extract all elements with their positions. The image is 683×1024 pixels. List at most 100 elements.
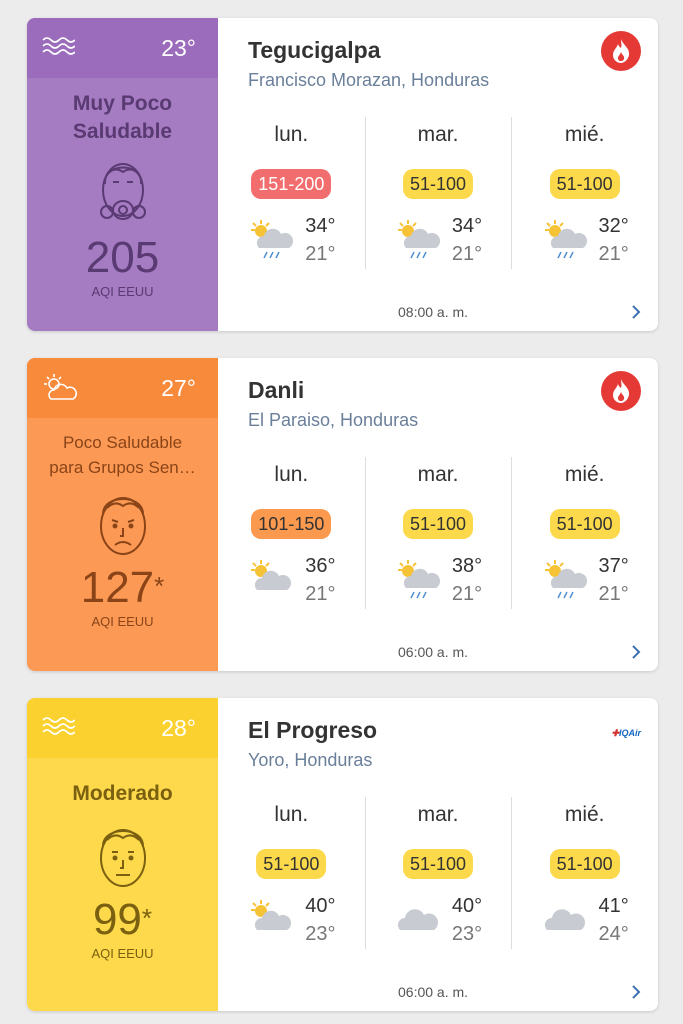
min-temperature: 24°	[598, 923, 629, 945]
forecast-days: lun. 151-200 34° 21° mar. 51-100 34° 21° m…	[218, 115, 658, 271]
sun-rain-icon	[544, 560, 587, 599]
max-temperature: 41°	[598, 895, 629, 917]
waves-icon	[42, 717, 75, 735]
chevron-right-icon[interactable]	[630, 303, 642, 321]
min-temperature: 21°	[451, 583, 483, 605]
day-name: mar.	[417, 463, 459, 486]
city-card-danli[interactable]: 27° Poco Saludable para Grupos Sen… 127* …	[27, 358, 658, 671]
aqi-value: 127*	[80, 563, 165, 612]
cloud-icon	[544, 909, 585, 930]
region-name: El Paraiso, Honduras	[248, 410, 419, 430]
forecast-day: mié. 51-100 41° 24°	[511, 795, 658, 951]
min-temperature: 21°	[305, 243, 336, 265]
forecast-days: lun. 101-150 36° 21° mar. 51-100 38° 21° m…	[218, 455, 658, 611]
sun-rain-icon	[251, 220, 294, 259]
sun-cloud-icon	[251, 560, 292, 590]
sun-rain-icon	[397, 560, 440, 599]
max-temperature: 38°	[451, 555, 483, 577]
forecast-panel: Tegucigalpa Francisco Morazan, Honduras …	[218, 18, 658, 331]
update-time: 06:00 a. m.	[398, 984, 469, 1000]
waves-icon	[42, 37, 75, 55]
neutral-face-icon	[99, 829, 146, 887]
forecast-day: mar. 51-100 40° 23°	[364, 795, 512, 951]
forecast-days: lun. 51-100 40° 23° mar. 51-100 40° 23° mi…	[218, 795, 658, 951]
max-temperature: 34°	[451, 215, 483, 237]
day-name: mar.	[417, 803, 459, 826]
aqi-label: AQI EEUU	[91, 284, 154, 299]
aqi-range-badge: 51-100	[402, 509, 474, 539]
day-name: lun.	[274, 463, 309, 486]
aqi-panel-header: 23°	[27, 18, 218, 78]
city-card-tegucigalpa[interactable]: 23° Muy Poco Saludable 205 AQI EEUU Tegu…	[27, 18, 658, 331]
current-temperature: 28°	[161, 714, 196, 741]
cloud-icon	[397, 909, 438, 930]
sun-cloud-outline-icon	[44, 374, 78, 400]
iqair-logo: ✚IQAir	[611, 728, 641, 738]
aqi-range-badge: 151-200	[251, 169, 332, 199]
day-name: mié.	[564, 803, 605, 826]
sun-rain-icon	[397, 220, 440, 259]
aqi-range-badge: 101-150	[251, 509, 332, 539]
forecast-day: lun. 51-100 40° 23°	[218, 795, 365, 951]
forecast-day: lun. 101-150 36° 21°	[218, 455, 365, 611]
forecast-day: lun. 151-200 34° 21°	[218, 115, 365, 271]
day-name: mié.	[564, 463, 605, 486]
city-name: Tegucigalpa	[248, 37, 381, 63]
forecast-day: mié. 51-100 37° 21°	[511, 455, 658, 611]
day-name: lun.	[274, 123, 309, 146]
min-temperature: 21°	[598, 243, 629, 265]
chevron-right-icon[interactable]	[630, 643, 642, 661]
aqi-panel: 23° Muy Poco Saludable 205 AQI EEUU	[27, 18, 218, 331]
forecast-panel: Danli El Paraiso, Honduras lun. 101-150 …	[218, 358, 658, 671]
min-temperature: 21°	[451, 243, 483, 265]
aqi-range-badge: 51-100	[549, 509, 620, 539]
day-name: mar.	[417, 123, 459, 146]
min-temperature: 21°	[305, 583, 336, 605]
day-name: mié.	[564, 123, 605, 146]
aqi-range-badge: 51-100	[549, 169, 620, 199]
aqi-status: Moderado	[72, 782, 173, 805]
fire-icon[interactable]	[601, 371, 641, 411]
sad-face-icon	[99, 497, 146, 555]
aqi-value: 205	[85, 233, 160, 282]
current-temperature: 27°	[161, 374, 196, 401]
aqi-panel-header: 27°	[27, 358, 218, 418]
aqi-status: Muy Poco Saludable	[72, 92, 173, 143]
max-temperature: 40°	[305, 895, 336, 917]
update-time: 08:00 a. m.	[398, 304, 469, 320]
min-temperature: 23°	[305, 923, 336, 945]
forecast-day: mar. 51-100 38° 21°	[364, 455, 512, 611]
aqi-label: AQI EEUU	[91, 614, 154, 629]
max-temperature: 37°	[598, 555, 629, 577]
update-time: 06:00 a. m.	[398, 644, 469, 660]
gas-mask-face-icon	[99, 163, 146, 220]
forecast-day: mié. 51-100 32° 21°	[511, 115, 658, 271]
forecast-day: mar. 51-100 34° 21°	[364, 115, 512, 271]
aqi-value: 99*	[92, 895, 153, 944]
current-temperature: 23°	[161, 34, 196, 61]
aqi-panel: 27° Poco Saludable para Grupos Sen… 127* …	[27, 358, 218, 671]
aqi-range-badge: 51-100	[256, 849, 327, 879]
region-name: Yoro, Honduras	[248, 750, 373, 770]
chevron-right-icon[interactable]	[630, 983, 642, 1001]
aqi-panel: 28° Moderado 99* AQI EEUU	[27, 698, 218, 1011]
day-name: lun.	[274, 803, 309, 826]
fire-icon[interactable]	[601, 31, 641, 71]
aqi-range-badge: 51-100	[549, 849, 620, 879]
max-temperature: 36°	[305, 555, 336, 577]
sun-cloud-icon	[251, 900, 292, 930]
aqi-panel-header: 28°	[27, 698, 218, 758]
aqi-range-badge: 51-100	[402, 169, 474, 199]
region-name: Francisco Morazan, Honduras	[248, 70, 490, 90]
min-temperature: 23°	[451, 923, 483, 945]
forecast-panel: El Progreso Yoro, Honduras ✚IQAir lun. 5…	[218, 698, 658, 1011]
max-temperature: 32°	[598, 215, 629, 237]
city-name: El Progreso	[248, 717, 378, 743]
min-temperature: 21°	[598, 583, 629, 605]
aqi-status: Poco Saludable para Grupos Sen…	[49, 433, 196, 477]
max-temperature: 34°	[305, 215, 336, 237]
city-card-el-progreso[interactable]: 28° Moderado 99* AQI EEUU El Progreso Yo…	[27, 698, 658, 1011]
aqi-range-badge: 51-100	[402, 849, 474, 879]
city-name: Danli	[248, 377, 305, 403]
max-temperature: 40°	[451, 895, 483, 917]
